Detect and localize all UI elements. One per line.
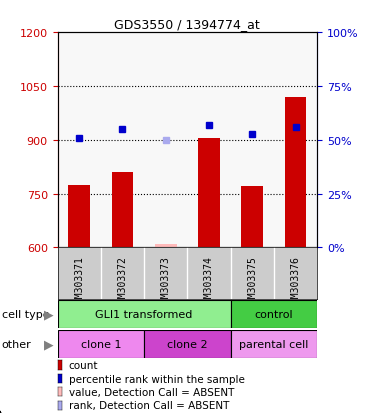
Text: ▶: ▶ xyxy=(44,308,53,321)
Bar xyxy=(198,139,220,248)
Bar xyxy=(285,97,306,248)
Title: GDS3550 / 1394774_at: GDS3550 / 1394774_at xyxy=(115,17,260,31)
Text: value, Detection Call = ABSENT: value, Detection Call = ABSENT xyxy=(69,387,234,397)
Text: GSM303371: GSM303371 xyxy=(74,256,84,308)
Text: count: count xyxy=(69,360,98,370)
Bar xyxy=(231,300,317,328)
Text: GSM303376: GSM303376 xyxy=(290,256,301,308)
Bar xyxy=(242,187,263,248)
Text: control: control xyxy=(255,309,293,319)
Text: ▶: ▶ xyxy=(44,337,53,351)
Text: parental cell: parental cell xyxy=(239,339,309,349)
Text: other: other xyxy=(2,339,32,349)
Bar xyxy=(68,185,90,248)
Text: rank, Detection Call = ABSENT: rank, Detection Call = ABSENT xyxy=(69,400,229,410)
Text: GSM303374: GSM303374 xyxy=(204,256,214,308)
Bar xyxy=(58,330,144,358)
Text: GLI1 transformed: GLI1 transformed xyxy=(95,309,193,319)
Text: clone 2: clone 2 xyxy=(167,339,208,349)
Text: percentile rank within the sample: percentile rank within the sample xyxy=(69,374,244,384)
Text: GSM303373: GSM303373 xyxy=(161,256,171,308)
Bar xyxy=(144,330,231,358)
Bar xyxy=(155,244,177,248)
Text: GSM303372: GSM303372 xyxy=(118,256,127,308)
Text: GSM303375: GSM303375 xyxy=(247,256,257,308)
Text: cell type: cell type xyxy=(2,309,49,319)
Bar xyxy=(58,300,231,328)
Text: clone 1: clone 1 xyxy=(81,339,121,349)
Bar xyxy=(231,330,317,358)
Bar xyxy=(112,173,133,248)
